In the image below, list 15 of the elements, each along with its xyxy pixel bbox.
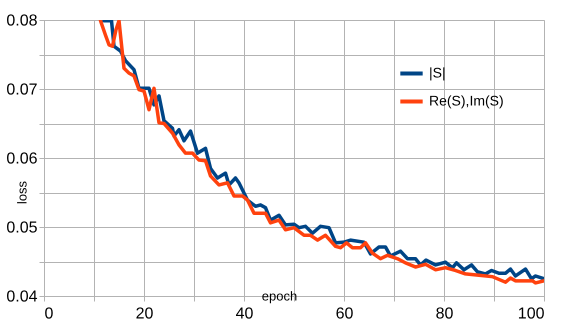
x-tick-label: 100 (518, 306, 545, 320)
x-axis-title: epoch (262, 288, 298, 304)
x-tick-label: 20 (136, 306, 154, 320)
legend-label: Re(S),Im(S) (429, 92, 504, 108)
x-tick-label: 80 (436, 306, 454, 320)
y-tick-label: 0.05 (6, 220, 38, 236)
x-tick-label: 0 (44, 306, 54, 320)
y-tick-label: 0.06 (6, 150, 38, 168)
x-tick-label: 40 (236, 306, 254, 320)
y-axis-title: loss (14, 180, 30, 204)
legend-label: |S| (429, 64, 446, 80)
x-tick-label: 60 (336, 306, 354, 320)
y-tick-label: 0.04 (6, 288, 38, 306)
y-tick-label: 0.07 (6, 82, 38, 98)
y-tick-label: 0.08 (6, 12, 38, 30)
